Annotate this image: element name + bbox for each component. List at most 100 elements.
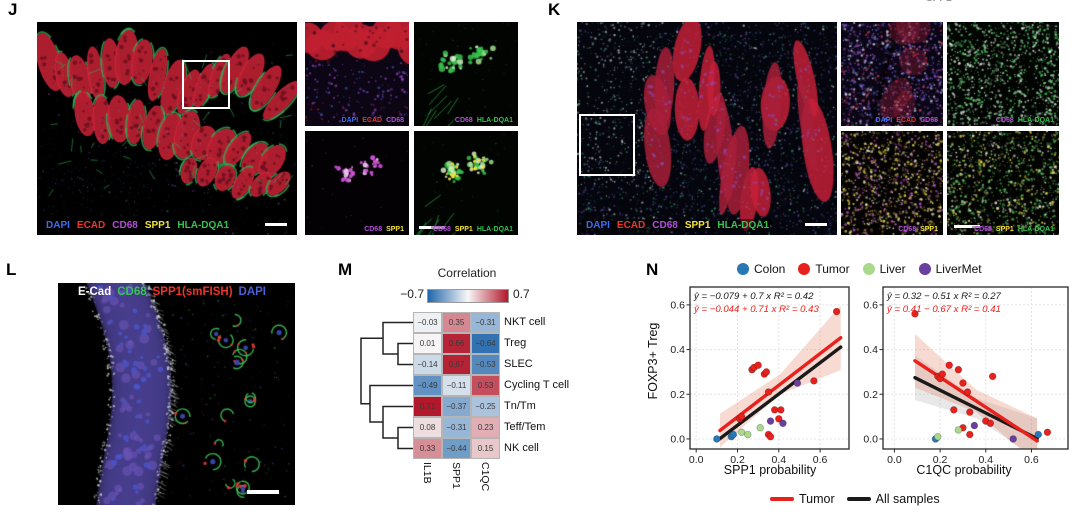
marker-label: CD68 xyxy=(433,226,451,233)
marker-label: CD68 xyxy=(454,117,473,124)
heatmap-cell: 0.66 xyxy=(442,333,471,354)
colorbar-min-label: −0.7 xyxy=(400,287,424,301)
heatmap-cell: 0.33 xyxy=(413,438,442,459)
svg-text:ŷ = −0.079 + 0.7 x R² = 0.42: ŷ = −0.079 + 0.7 x R² = 0.42 xyxy=(693,291,814,302)
panel-j-overview-canvas xyxy=(37,22,297,235)
y-axis-label: FOXP3+ Treg xyxy=(646,322,660,400)
heatmap-cell: −0.31 xyxy=(442,417,471,438)
legend-line-icon xyxy=(770,497,794,501)
marker-label: CD68 xyxy=(112,220,138,231)
legend-label: Tumor xyxy=(799,492,835,506)
marker-label: ECAD xyxy=(362,117,383,124)
legend-item: Tumor xyxy=(770,492,835,506)
heatmap-cell: −0.11 xyxy=(442,375,471,396)
panel-k-inset2-labels: CD68 HLA-DQA1 xyxy=(993,117,1056,124)
heatmap-cell: −0.49 xyxy=(413,375,442,396)
heatmap-cell: 0.35 xyxy=(442,312,471,333)
heatmap-row-label: Cycling T cell xyxy=(504,379,570,391)
panel-k-inset1-labels: DAPI ECAD CD68 xyxy=(873,117,940,124)
panel-k-label: K xyxy=(548,0,561,19)
marker-label: E-Cad xyxy=(78,286,112,298)
marker-label: SPP1 xyxy=(454,226,473,233)
panel-j-inset4-canvas xyxy=(414,131,518,235)
heatmap-col-label: SPP1 xyxy=(450,462,462,489)
panel-k-inset-cd68-spp1: CD68 SPP1 xyxy=(841,131,943,235)
marker-label: CD68 xyxy=(974,226,992,233)
legend-item: LiverMet xyxy=(918,262,982,276)
svg-text:0.6: 0.6 xyxy=(863,299,878,311)
svg-text:0.6: 0.6 xyxy=(813,454,828,466)
cropped-top-text: SPP1 xyxy=(926,0,952,4)
heatmap-cell: 0.08 xyxy=(413,417,442,438)
sample-type-legend: Colon Tumor Liver LiverMet xyxy=(737,262,982,276)
heatmap-col-label: C1QC xyxy=(479,462,491,492)
heatmap-cell: −0.03 xyxy=(413,312,442,333)
legend-dot-icon xyxy=(798,263,811,275)
panel-k-inset4-scalebar xyxy=(954,225,980,228)
marker-label: CD68 xyxy=(386,117,404,124)
dendrogram xyxy=(360,321,413,450)
panel-j-inset3-canvas xyxy=(305,131,409,235)
regression-line-legend: Tumor All samples xyxy=(770,492,940,506)
svg-text:0.0: 0.0 xyxy=(863,433,878,445)
heatmap-title: Correlation xyxy=(437,266,497,280)
heatmap-row-label: Treg xyxy=(504,337,527,349)
panel-l-image: E-Cad CD68 SPP1(smFISH) DAPI xyxy=(58,283,295,505)
panel-k-marker-bar: DAPI ECAD CD68 SPP1 HLA-DQA1 xyxy=(581,219,775,232)
panel-k-scalebar xyxy=(805,223,827,226)
panel-l-scalebar xyxy=(247,490,279,494)
marker-label: HLA-DQA1 xyxy=(1017,226,1054,233)
marker-label: SPP1(smFISH) xyxy=(152,286,233,298)
marker-label: SPP1 xyxy=(995,226,1014,233)
heatmap-cell: −0.31 xyxy=(471,312,500,333)
heatmap-cell: −0.25 xyxy=(471,396,500,417)
c1qc-x-axis-label: C1QC probability xyxy=(916,463,1012,477)
spp1-x-axis-label: SPP1 probability xyxy=(723,463,817,477)
heatmap-row-label: Teff/Tem xyxy=(504,421,546,433)
svg-text:0.4: 0.4 xyxy=(771,454,786,466)
panel-k-roi-box xyxy=(579,114,635,176)
svg-text:0.2: 0.2 xyxy=(670,389,685,401)
marker-label: CD68 xyxy=(652,220,678,231)
svg-text:0.0: 0.0 xyxy=(887,454,902,466)
panel-k-inset3-canvas xyxy=(841,131,943,235)
panel-j-label: J xyxy=(8,0,18,19)
panel-j-inset-dapi-ecad-cd68: DAPI ECAD CD68 xyxy=(305,22,409,126)
marker-label: HLA-DQA1 xyxy=(177,220,230,231)
panel-k-inset2-canvas xyxy=(947,22,1059,126)
panel-j-inset2-canvas xyxy=(414,22,518,126)
heatmap-cell: −0.37 xyxy=(442,396,471,417)
marker-label: HLA-DQA1 xyxy=(476,226,513,233)
panel-j-inset3-labels: CD68 SPP1 xyxy=(362,226,406,233)
heatmap-cell: −0.44 xyxy=(442,438,471,459)
svg-text:0.0: 0.0 xyxy=(670,433,685,445)
heatmap-cell: 0.67 xyxy=(442,354,471,375)
marker-label: CD68 xyxy=(898,226,917,233)
heatmap-col-label: IL1B xyxy=(421,462,433,484)
legend-item: Liver xyxy=(862,262,906,276)
panel-j-inset2-labels: CD68 HLA-DQA1 xyxy=(452,117,515,124)
heatmap-cell: −0.14 xyxy=(413,354,442,375)
legend-item: All samples xyxy=(846,492,940,506)
marker-label: CD68 xyxy=(920,117,938,124)
panel-k-inset1-canvas xyxy=(841,22,943,126)
marker-label: SPP1 xyxy=(920,226,938,233)
svg-text:0.4: 0.4 xyxy=(670,344,685,356)
svg-text:ŷ = 0.41 − 0.67 x R² = 0.41: ŷ = 0.41 − 0.67 x R² = 0.41 xyxy=(886,304,1001,315)
heatmap-cell: 0.23 xyxy=(471,417,500,438)
legend-dot-icon xyxy=(862,263,875,275)
marker-label: HLA-DQA1 xyxy=(717,220,770,231)
legend-item: Colon xyxy=(737,262,785,276)
panel-k-overview-image: DAPI ECAD CD68 SPP1 HLA-DQA1 xyxy=(577,22,837,235)
legend-label: Liver xyxy=(879,262,906,276)
heatmap-row-labels: NKT cell Treg SLEC Cycling T cell Tn/Tm Teff/… xyxy=(504,312,569,459)
marker-label: CD68 xyxy=(117,286,147,298)
svg-text:0.0: 0.0 xyxy=(689,454,704,466)
marker-label: SPP1 xyxy=(684,220,711,231)
panel-j-inset-cd68-hladqa1: CD68 HLA-DQA1 xyxy=(414,22,518,126)
marker-label: CD68 xyxy=(995,117,1014,124)
legend-label: All samples xyxy=(875,492,940,506)
colorbar-max-label: 0.7 xyxy=(513,287,530,301)
marker-label: ECAD xyxy=(76,220,106,231)
